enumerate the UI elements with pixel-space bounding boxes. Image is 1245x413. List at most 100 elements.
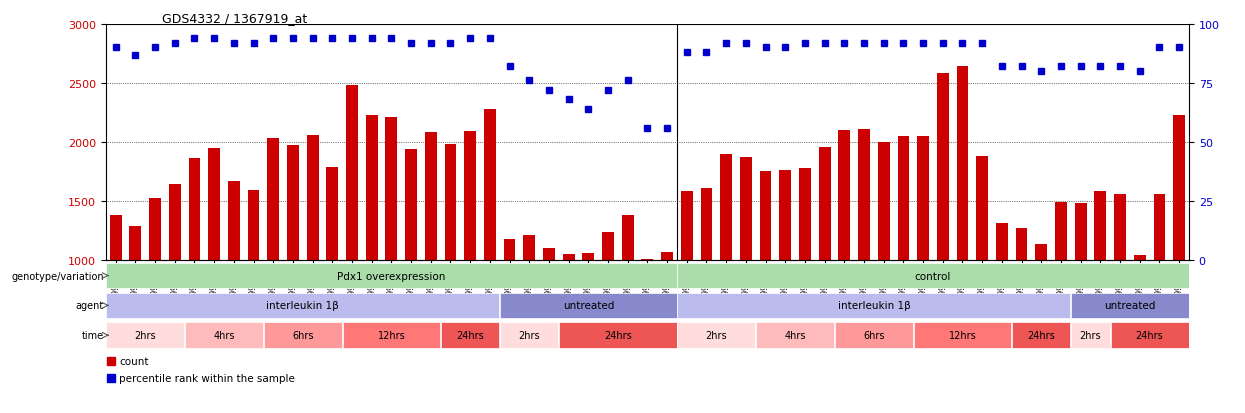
Text: percentile rank within the sample: percentile rank within the sample xyxy=(120,373,295,383)
Text: 6hrs: 6hrs xyxy=(863,330,885,340)
Bar xyxy=(523,235,535,260)
Text: untreated: untreated xyxy=(1104,301,1155,311)
Bar xyxy=(1173,115,1185,260)
Text: 24hrs: 24hrs xyxy=(1135,330,1164,340)
Text: 2hrs: 2hrs xyxy=(518,330,540,340)
Bar xyxy=(1055,202,1067,260)
Text: Pdx1 overexpression: Pdx1 overexpression xyxy=(337,271,446,281)
Bar xyxy=(677,323,756,348)
Bar xyxy=(441,323,499,348)
Text: 6hrs: 6hrs xyxy=(293,330,314,340)
Bar xyxy=(937,74,949,260)
Text: count: count xyxy=(120,356,149,366)
Bar xyxy=(169,185,181,260)
Bar xyxy=(106,323,184,348)
Bar xyxy=(661,252,674,260)
Bar xyxy=(500,293,676,318)
Bar xyxy=(721,154,732,260)
Bar xyxy=(405,150,417,260)
Text: time: time xyxy=(81,330,103,340)
Bar xyxy=(603,232,614,260)
Text: interleukin 1β: interleukin 1β xyxy=(266,301,339,311)
Text: agent: agent xyxy=(76,301,103,311)
Text: 4hrs: 4hrs xyxy=(784,330,806,340)
Bar xyxy=(268,139,279,260)
Text: 2hrs: 2hrs xyxy=(1079,330,1102,340)
Bar xyxy=(326,167,339,260)
Bar xyxy=(149,199,161,260)
Text: 24hrs: 24hrs xyxy=(604,330,631,340)
Bar xyxy=(386,118,397,260)
Bar xyxy=(1154,194,1165,260)
Bar xyxy=(779,171,791,260)
Bar xyxy=(956,67,969,260)
Bar xyxy=(208,148,220,260)
Bar xyxy=(342,323,441,348)
Bar xyxy=(1071,293,1189,318)
Bar xyxy=(563,254,574,260)
Text: untreated: untreated xyxy=(563,301,614,311)
Bar xyxy=(186,323,263,348)
Bar xyxy=(1114,194,1125,260)
Bar xyxy=(677,263,1189,289)
Bar xyxy=(444,145,457,260)
Text: genotype/variation: genotype/variation xyxy=(11,271,103,281)
Bar xyxy=(878,142,890,260)
Bar xyxy=(583,253,594,260)
Bar xyxy=(248,191,259,260)
Text: 4hrs: 4hrs xyxy=(213,330,235,340)
Bar xyxy=(701,188,712,260)
Bar xyxy=(976,157,989,260)
Bar xyxy=(914,323,1011,348)
Bar xyxy=(858,130,870,260)
Bar xyxy=(346,86,357,260)
Bar xyxy=(129,226,141,260)
Bar xyxy=(306,135,319,260)
Bar xyxy=(799,169,810,260)
Bar xyxy=(996,224,1007,260)
Bar xyxy=(898,137,909,260)
Bar xyxy=(288,146,299,260)
Bar xyxy=(1036,245,1047,260)
Bar xyxy=(835,323,913,348)
Text: 12hrs: 12hrs xyxy=(949,330,976,340)
Bar xyxy=(1071,323,1109,348)
Bar xyxy=(366,115,377,260)
Bar xyxy=(110,216,122,260)
Bar xyxy=(188,159,200,260)
Bar xyxy=(740,158,752,260)
Text: 2hrs: 2hrs xyxy=(706,330,727,340)
Bar xyxy=(543,248,555,260)
Bar xyxy=(484,109,496,260)
Bar xyxy=(228,181,240,260)
Bar xyxy=(819,147,830,260)
Bar xyxy=(621,216,634,260)
Text: 12hrs: 12hrs xyxy=(377,330,406,340)
Text: control: control xyxy=(915,271,951,281)
Text: GDS4332 / 1367919_at: GDS4332 / 1367919_at xyxy=(162,12,308,25)
Text: 24hrs: 24hrs xyxy=(1027,330,1056,340)
Bar xyxy=(504,239,515,260)
Bar xyxy=(677,293,1071,318)
Bar xyxy=(681,192,692,260)
Bar xyxy=(918,137,929,260)
Text: interleukin 1β: interleukin 1β xyxy=(838,301,910,311)
Bar xyxy=(1012,323,1071,348)
Bar xyxy=(559,323,676,348)
Bar xyxy=(500,323,559,348)
Bar xyxy=(464,132,476,260)
Bar xyxy=(425,133,437,260)
Bar xyxy=(759,172,772,260)
Bar xyxy=(756,323,834,348)
Bar xyxy=(1094,192,1107,260)
Bar xyxy=(264,323,342,348)
Text: 2hrs: 2hrs xyxy=(134,330,156,340)
Bar xyxy=(1111,323,1189,348)
Bar xyxy=(1074,204,1087,260)
Bar xyxy=(106,293,499,318)
Bar xyxy=(838,131,850,260)
Bar xyxy=(106,263,676,289)
Bar xyxy=(1016,228,1027,260)
Bar xyxy=(641,259,654,260)
Bar xyxy=(1134,256,1145,260)
